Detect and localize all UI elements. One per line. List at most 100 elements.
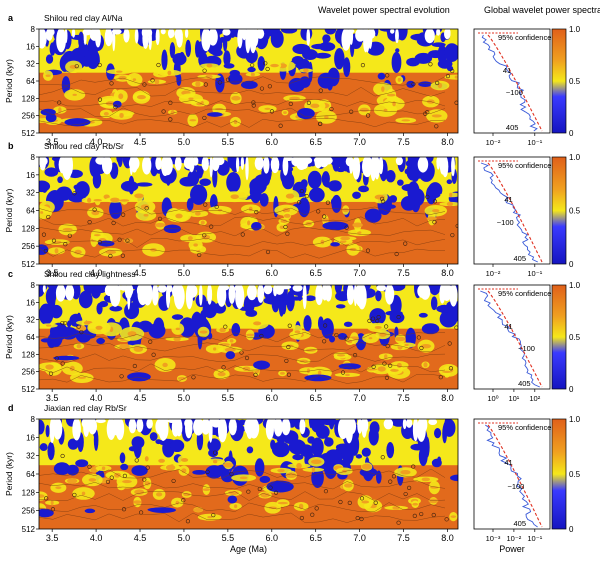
significance-contour	[265, 66, 270, 72]
zero-power-spike	[296, 157, 307, 170]
mid-power-core	[279, 371, 286, 375]
zero-power-spike	[256, 29, 265, 39]
mid-power-core	[303, 68, 309, 73]
low-power-blob	[246, 446, 254, 454]
y-tick-label: 8	[31, 281, 36, 290]
x-tick-label: 6.0	[266, 533, 279, 543]
zero-power-spike	[68, 157, 74, 175]
zero-power-spike	[142, 285, 153, 306]
mid-power-core	[154, 79, 160, 85]
mid-power-core	[250, 72, 255, 77]
x-tick-label: 5.5	[222, 533, 235, 543]
low-power-blob	[428, 182, 443, 199]
mid-power-core	[54, 248, 59, 254]
zero-power-spike	[49, 419, 55, 444]
mid-power-core	[294, 330, 301, 334]
mid-power-core	[386, 93, 396, 97]
mid-power-core	[195, 81, 201, 87]
x-tick-label: 4.0	[90, 393, 103, 403]
mid-power-core	[428, 498, 439, 504]
zero-power-spike	[367, 29, 376, 39]
zero-power-spike	[254, 157, 264, 171]
zero-power-spike	[263, 285, 273, 295]
low-power-blob	[39, 419, 45, 435]
global-spectrum: 95% confidence 41 ~100 405 10⁻² 10⁻¹	[473, 156, 551, 278]
low-power-blob	[352, 191, 361, 199]
low-power-patch	[322, 221, 349, 231]
zero-power-spike	[242, 29, 247, 41]
significance-contour	[43, 248, 48, 254]
colorbar: 1.0 0.5 0	[551, 415, 581, 534]
x-tick-label: 5.0	[178, 393, 191, 403]
x-tick-label: 5.0	[178, 268, 191, 278]
mid-power-core	[207, 516, 213, 519]
mid-power-core	[72, 93, 77, 96]
low-power-patch	[53, 355, 80, 361]
zero-power-spike	[56, 29, 66, 53]
power-contour-line	[39, 118, 446, 128]
significance-contour	[286, 344, 291, 350]
y-axis-label: Period (kyr)	[4, 315, 14, 359]
zero-power-spike	[395, 29, 399, 44]
mid-power-core	[189, 119, 197, 122]
panel-c: c Shilou red clay lightness 8 16 32 64 128 256 5…	[4, 269, 581, 403]
low-power-blob	[364, 208, 382, 223]
zero-power-spike	[341, 29, 351, 51]
significance-contour	[454, 100, 458, 105]
zero-power-spike	[115, 419, 125, 441]
mid-power-core	[154, 222, 166, 228]
x-tick-label: 7.0	[353, 137, 366, 147]
panel-d: d Jiaxian red clay Rb/Sr 8 16 32 64 128 256 512 P…	[4, 403, 581, 554]
peak-label: 405	[514, 519, 527, 528]
significance-contour	[344, 336, 349, 341]
y-axis-label: Period (kyr)	[4, 452, 14, 496]
zero-power-spike	[207, 285, 213, 305]
significance-contour	[209, 224, 214, 229]
x-tick-label: 5.5	[222, 137, 235, 147]
peak-label: ~100	[506, 88, 523, 97]
significance-contour	[214, 204, 219, 209]
confidence-legend: 95% confidence	[498, 289, 551, 298]
mid-power-core	[181, 458, 189, 462]
colorbar-tick-label: 1.0	[569, 25, 581, 34]
significance-contour	[79, 330, 84, 335]
global-spectrum: 95% confidence 41 ~100 405 10⁰ 10¹ 10²	[473, 284, 551, 403]
mid-power-core	[277, 501, 289, 505]
low-power-blob	[369, 308, 386, 325]
x-tick-label: 5.0	[178, 137, 191, 147]
low-power-blob	[55, 186, 73, 201]
low-power-blob	[428, 285, 441, 296]
mid-power-island	[39, 205, 53, 220]
low-power-patch	[64, 118, 91, 127]
power-tick-label: 10⁻¹	[527, 269, 542, 278]
zero-power-spike	[171, 419, 180, 437]
colorbar-tick-label: 0.5	[569, 333, 581, 342]
significance-contour	[299, 515, 305, 521]
zero-power-spike	[378, 157, 384, 175]
significance-contour	[284, 358, 289, 364]
low-power-patch	[227, 495, 238, 504]
colorbar-tick-label: 0	[569, 385, 574, 394]
significance-contour	[203, 82, 208, 87]
mid-power-core	[299, 359, 308, 363]
mid-power-core	[143, 213, 149, 217]
significance-contour	[380, 196, 385, 201]
significance-contour	[385, 73, 390, 78]
low-power-blob	[247, 66, 256, 73]
low-power-blob	[67, 438, 79, 450]
significance-contour	[268, 485, 273, 490]
mid-power-core	[310, 103, 320, 108]
zero-power-spike	[157, 285, 167, 293]
significance-contour	[161, 109, 166, 114]
power-contour-line	[39, 76, 446, 86]
low-power-blob	[254, 458, 265, 477]
y-tick-label: 64	[26, 77, 35, 86]
low-power-blob	[40, 338, 52, 343]
zero-power-spike	[155, 157, 162, 171]
significance-contour	[376, 314, 381, 320]
zero-power-spike	[405, 419, 413, 428]
x-tick-label: 8.0	[441, 268, 454, 278]
low-power-blob	[199, 178, 211, 186]
mid-power-core	[105, 250, 117, 255]
